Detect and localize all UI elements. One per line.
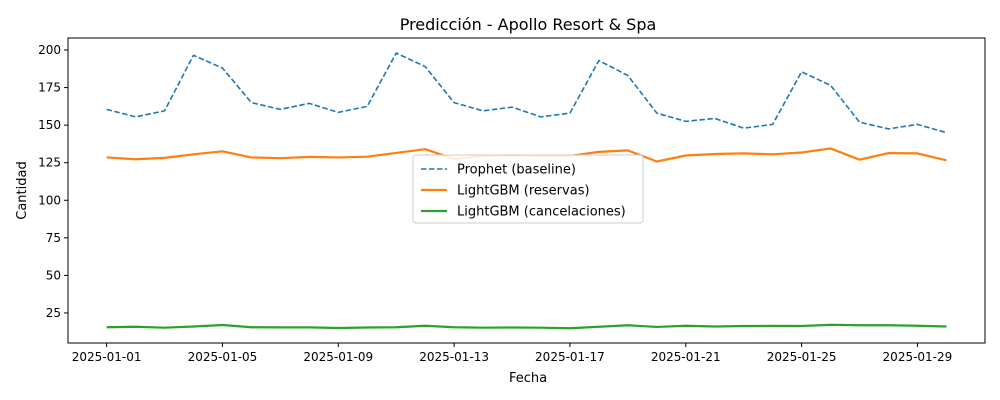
x-tick-label: 2025-01-13 bbox=[419, 350, 489, 364]
y-tick-label: 175 bbox=[38, 81, 61, 95]
x-tick-label: 2025-01-09 bbox=[303, 350, 373, 364]
legend-label: LightGBM (reservas) bbox=[457, 184, 590, 199]
legend-label: LightGBM (cancelaciones) bbox=[457, 205, 626, 220]
x-tick-label: 2025-01-17 bbox=[535, 350, 605, 364]
x-axis-label: Fecha bbox=[509, 371, 547, 386]
legend-box bbox=[412, 154, 644, 224]
y-axis-label: Cantidad bbox=[15, 161, 30, 219]
y-tick-label: 50 bbox=[46, 268, 61, 282]
y-tick-label: 200 bbox=[38, 43, 61, 57]
x-axis: 2025-01-01 2025-01-05 2025-01-09 2025-01-13… bbox=[72, 343, 953, 364]
plot-area bbox=[67, 37, 986, 344]
legend-label: Prophet (baseline) bbox=[457, 163, 576, 178]
y-tick-label: 125 bbox=[38, 156, 61, 170]
y-tick-label: 100 bbox=[38, 193, 61, 207]
y-tick-label: 75 bbox=[46, 231, 61, 245]
x-tick-label: 2025-01-05 bbox=[188, 350, 258, 364]
x-tick-label: 2025-01-01 bbox=[72, 350, 142, 364]
y-axis: 25 50 75 100 125 150 175 200 bbox=[38, 43, 68, 320]
y-tick-label: 25 bbox=[46, 306, 61, 320]
x-tick-label: 2025-01-25 bbox=[767, 350, 837, 364]
chart-title: Predicción - Apollo Resort & Spa bbox=[400, 15, 657, 34]
legend: Prophet (baseline) LightGBM (reservas) Lig… bbox=[412, 154, 644, 224]
series-line-2 bbox=[106, 323, 947, 330]
y-tick-label: 150 bbox=[38, 118, 61, 132]
x-tick-label: 2025-01-21 bbox=[651, 350, 721, 364]
x-tick-label: 2025-01-29 bbox=[883, 350, 953, 364]
series-line-0 bbox=[106, 52, 947, 134]
